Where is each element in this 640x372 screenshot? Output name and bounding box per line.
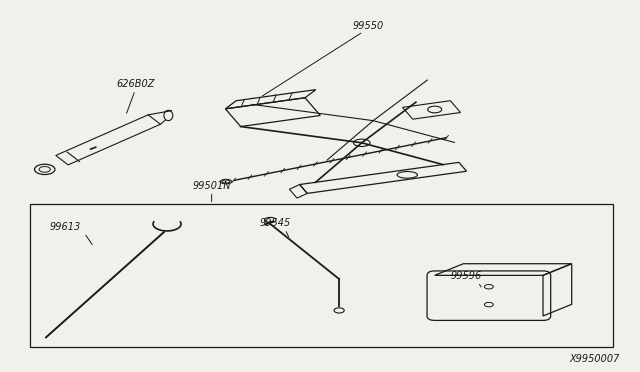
- Text: 99501N: 99501N: [193, 181, 231, 191]
- Text: 99545: 99545: [260, 218, 291, 228]
- Bar: [30, 205, 613, 347]
- Text: 99613: 99613: [49, 222, 81, 232]
- Text: 99596: 99596: [451, 271, 482, 281]
- Text: 99550: 99550: [352, 21, 383, 31]
- Text: 626B0Z: 626B0Z: [116, 79, 154, 89]
- Text: X9950007: X9950007: [569, 354, 620, 364]
